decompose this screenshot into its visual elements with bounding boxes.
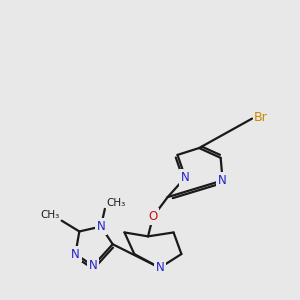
Text: N: N [155, 261, 164, 274]
Text: N: N [71, 248, 80, 260]
Text: N: N [218, 174, 227, 187]
Text: Br: Br [254, 111, 268, 124]
Text: N: N [97, 220, 105, 233]
Text: CH₃: CH₃ [40, 210, 60, 220]
Text: N: N [89, 259, 98, 272]
Text: N: N [181, 171, 190, 184]
Text: O: O [148, 210, 158, 223]
Text: CH₃: CH₃ [107, 198, 126, 208]
